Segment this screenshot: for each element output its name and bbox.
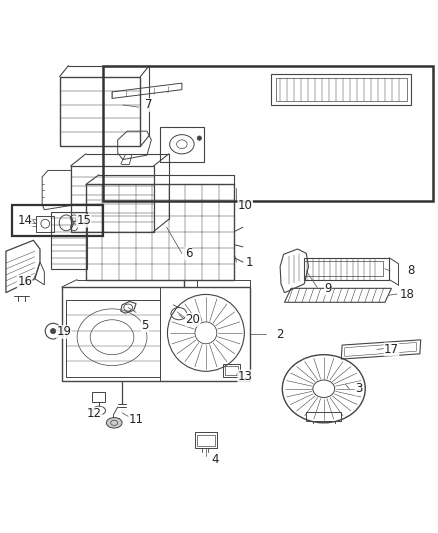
Text: 19: 19 — [57, 326, 71, 338]
Bar — [86, 184, 234, 280]
Ellipse shape — [106, 417, 122, 428]
Bar — [66, 300, 160, 376]
Text: 3: 3 — [355, 382, 362, 395]
Text: 8: 8 — [407, 264, 415, 277]
Text: 16: 16 — [17, 275, 32, 288]
Text: 13: 13 — [238, 370, 253, 383]
Ellipse shape — [50, 328, 56, 334]
Bar — [51, 212, 87, 269]
Text: 18: 18 — [399, 288, 414, 301]
Bar — [304, 258, 389, 280]
Text: 1: 1 — [246, 256, 253, 269]
Bar — [195, 432, 217, 448]
Text: 6: 6 — [185, 247, 192, 260]
Text: 11: 11 — [128, 413, 144, 426]
Text: 17: 17 — [384, 343, 399, 356]
Bar — [12, 205, 103, 236]
Bar — [60, 77, 141, 147]
Bar — [306, 412, 341, 422]
Bar — [71, 166, 153, 231]
Text: 14: 14 — [17, 214, 32, 227]
Bar — [92, 392, 106, 402]
Text: 20: 20 — [185, 313, 200, 326]
Ellipse shape — [197, 136, 201, 140]
Text: 7: 7 — [145, 99, 153, 111]
Bar — [197, 435, 215, 446]
Bar — [35, 216, 54, 231]
Bar — [160, 127, 204, 161]
Bar — [304, 261, 383, 276]
Text: 4: 4 — [211, 453, 219, 466]
Text: 9: 9 — [325, 282, 332, 295]
Text: 12: 12 — [87, 407, 102, 420]
Bar — [225, 366, 238, 375]
Text: 15: 15 — [76, 214, 91, 227]
Bar — [223, 364, 240, 376]
Text: 10: 10 — [238, 199, 253, 212]
Text: 5: 5 — [141, 319, 148, 332]
Bar — [103, 66, 433, 201]
Bar — [62, 287, 250, 381]
Text: 2: 2 — [276, 328, 284, 341]
